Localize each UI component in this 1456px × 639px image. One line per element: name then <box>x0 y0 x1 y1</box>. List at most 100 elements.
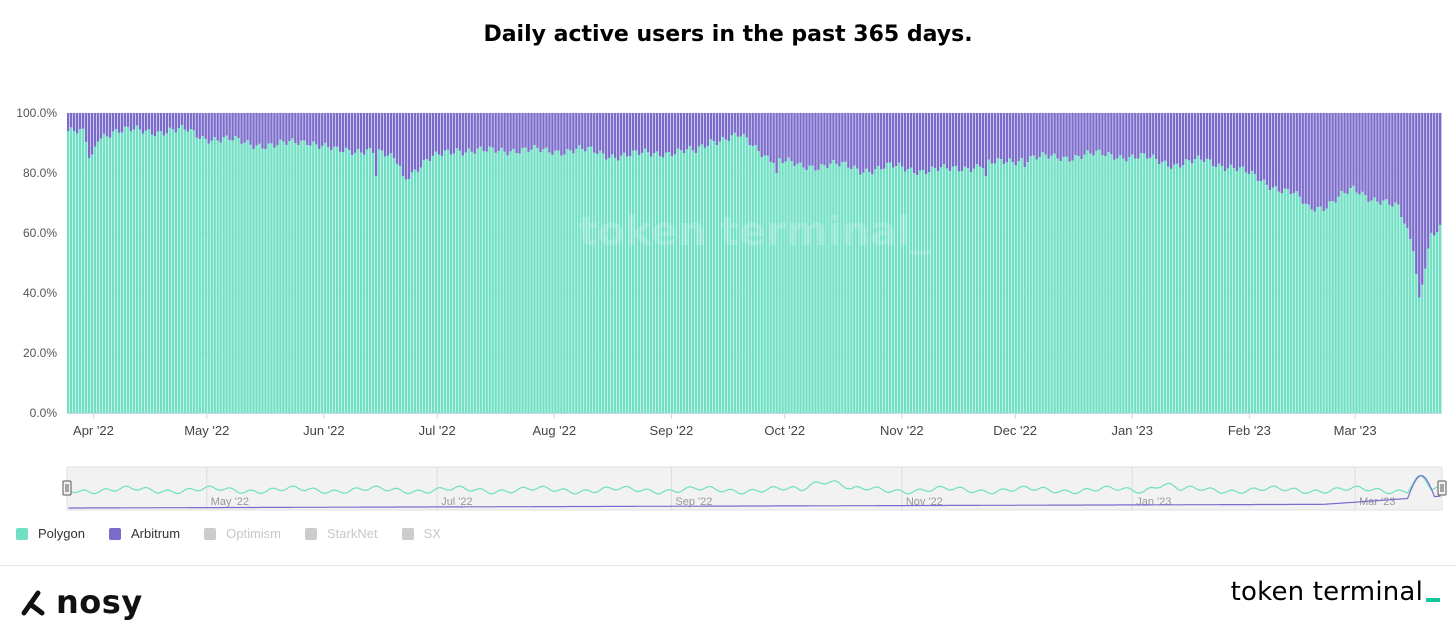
bar-polygon <box>1149 157 1152 413</box>
bar-arbitrum <box>560 113 563 156</box>
bar-arbitrum <box>631 113 635 151</box>
footer-divider <box>0 565 1456 566</box>
bar-arbitrum <box>234 113 237 137</box>
bar-arbitrum <box>1433 113 1436 236</box>
bar-polygon <box>811 165 814 413</box>
bar-arbitrum <box>515 113 518 154</box>
bar-polygon <box>691 150 695 413</box>
bar-arbitrum <box>927 113 931 173</box>
bar-polygon <box>622 152 626 413</box>
bar-polygon <box>557 150 560 413</box>
bar-arbitrum <box>682 113 686 154</box>
bar-arbitrum <box>330 113 333 151</box>
bar-polygon <box>1140 153 1143 413</box>
bar-arbitrum <box>1125 113 1128 162</box>
navigator-handle-left[interactable] <box>62 480 72 496</box>
bar-polygon <box>93 146 97 413</box>
bar-polygon <box>1110 154 1113 413</box>
bar-polygon <box>1439 224 1442 413</box>
bar-arbitrum <box>1289 113 1292 195</box>
bar-polygon <box>1053 153 1056 413</box>
bar-arbitrum <box>924 113 928 175</box>
legend-item-arbitrum[interactable]: Arbitrum <box>108 526 180 541</box>
bar-polygon <box>413 169 417 413</box>
bar-arbitrum <box>790 113 793 162</box>
bar-polygon <box>1050 155 1053 413</box>
bar-polygon <box>853 165 856 413</box>
bar-arbitrum <box>1110 113 1113 155</box>
bar-polygon <box>1077 156 1080 413</box>
bar-polygon <box>1337 196 1340 413</box>
bar-arbitrum <box>1122 113 1125 159</box>
bar-arbitrum <box>760 113 763 158</box>
bar-polygon <box>602 153 605 414</box>
bar-polygon <box>548 152 551 413</box>
bar-arbitrum <box>1277 113 1280 192</box>
bar-polygon <box>1415 273 1418 413</box>
bar-polygon <box>443 150 447 413</box>
bar-arbitrum <box>676 113 680 149</box>
bar-arbitrum <box>1373 113 1376 198</box>
legend-item-optimism[interactable]: Optimism <box>204 526 281 541</box>
bar-polygon <box>697 146 701 414</box>
legend-item-polygon[interactable]: Polygon <box>16 526 85 541</box>
bar-arbitrum <box>1047 113 1050 159</box>
bar-polygon <box>1241 166 1245 413</box>
bar-arbitrum <box>757 113 760 152</box>
bar-polygon <box>359 152 363 413</box>
bar-arbitrum <box>1032 113 1035 156</box>
bar-arbitrum <box>1322 113 1325 212</box>
bar-arbitrum <box>192 113 195 131</box>
bar-arbitrum <box>933 113 937 168</box>
bar-arbitrum <box>617 113 620 161</box>
bar-arbitrum <box>622 113 626 153</box>
bar-polygon <box>643 148 647 414</box>
bar-arbitrum <box>177 113 180 129</box>
bar-polygon <box>969 172 973 413</box>
bar-polygon <box>1137 158 1140 413</box>
bar-polygon <box>993 163 997 413</box>
bar-polygon <box>213 137 216 414</box>
bar-polygon <box>850 169 853 413</box>
bar-arbitrum <box>1104 113 1107 157</box>
bar-polygon <box>709 139 713 413</box>
bar-polygon <box>590 146 593 413</box>
bar-polygon <box>1319 206 1322 413</box>
bar-polygon <box>945 168 949 413</box>
bar-polygon <box>808 165 811 413</box>
bar-polygon <box>1167 166 1170 413</box>
bar-arbitrum <box>237 113 240 139</box>
bar-polygon <box>431 155 435 413</box>
bar-arbitrum <box>1391 113 1394 207</box>
bar-polygon <box>321 145 324 413</box>
bar-arbitrum <box>814 113 817 171</box>
bar-arbitrum <box>404 113 408 180</box>
bar-polygon <box>1328 201 1331 413</box>
bar-polygon <box>1035 159 1038 413</box>
bar-polygon <box>751 145 754 413</box>
bar-arbitrum <box>733 113 736 133</box>
chart-legend: Polygon Arbitrum Optimism StarkNet SX <box>16 526 465 541</box>
bar-polygon <box>129 131 133 414</box>
bar-polygon <box>350 155 354 413</box>
x-tick-label: May '22 <box>184 423 229 438</box>
bar-polygon <box>1277 191 1280 413</box>
bar-polygon <box>906 169 910 413</box>
token-terminal-logo: token terminal <box>1231 577 1440 607</box>
bar-arbitrum <box>1409 113 1412 240</box>
bar-arbitrum <box>903 113 907 172</box>
legend-item-starknet[interactable]: StarkNet <box>305 526 378 541</box>
bar-arbitrum <box>165 113 169 134</box>
bar-polygon <box>1011 162 1014 413</box>
bar-polygon <box>1193 159 1197 413</box>
bar-arbitrum <box>1098 113 1101 150</box>
bar-arbitrum <box>1313 113 1316 212</box>
navigator-handle-right[interactable] <box>1437 480 1447 496</box>
bar-arbitrum <box>353 113 357 153</box>
bar-arbitrum <box>84 113 88 143</box>
bar-polygon <box>936 171 940 413</box>
y-tick-label: 80.0% <box>23 166 57 180</box>
bar-polygon <box>422 159 426 413</box>
bar-arbitrum <box>407 113 411 180</box>
legend-item-sx[interactable]: SX <box>401 526 441 541</box>
